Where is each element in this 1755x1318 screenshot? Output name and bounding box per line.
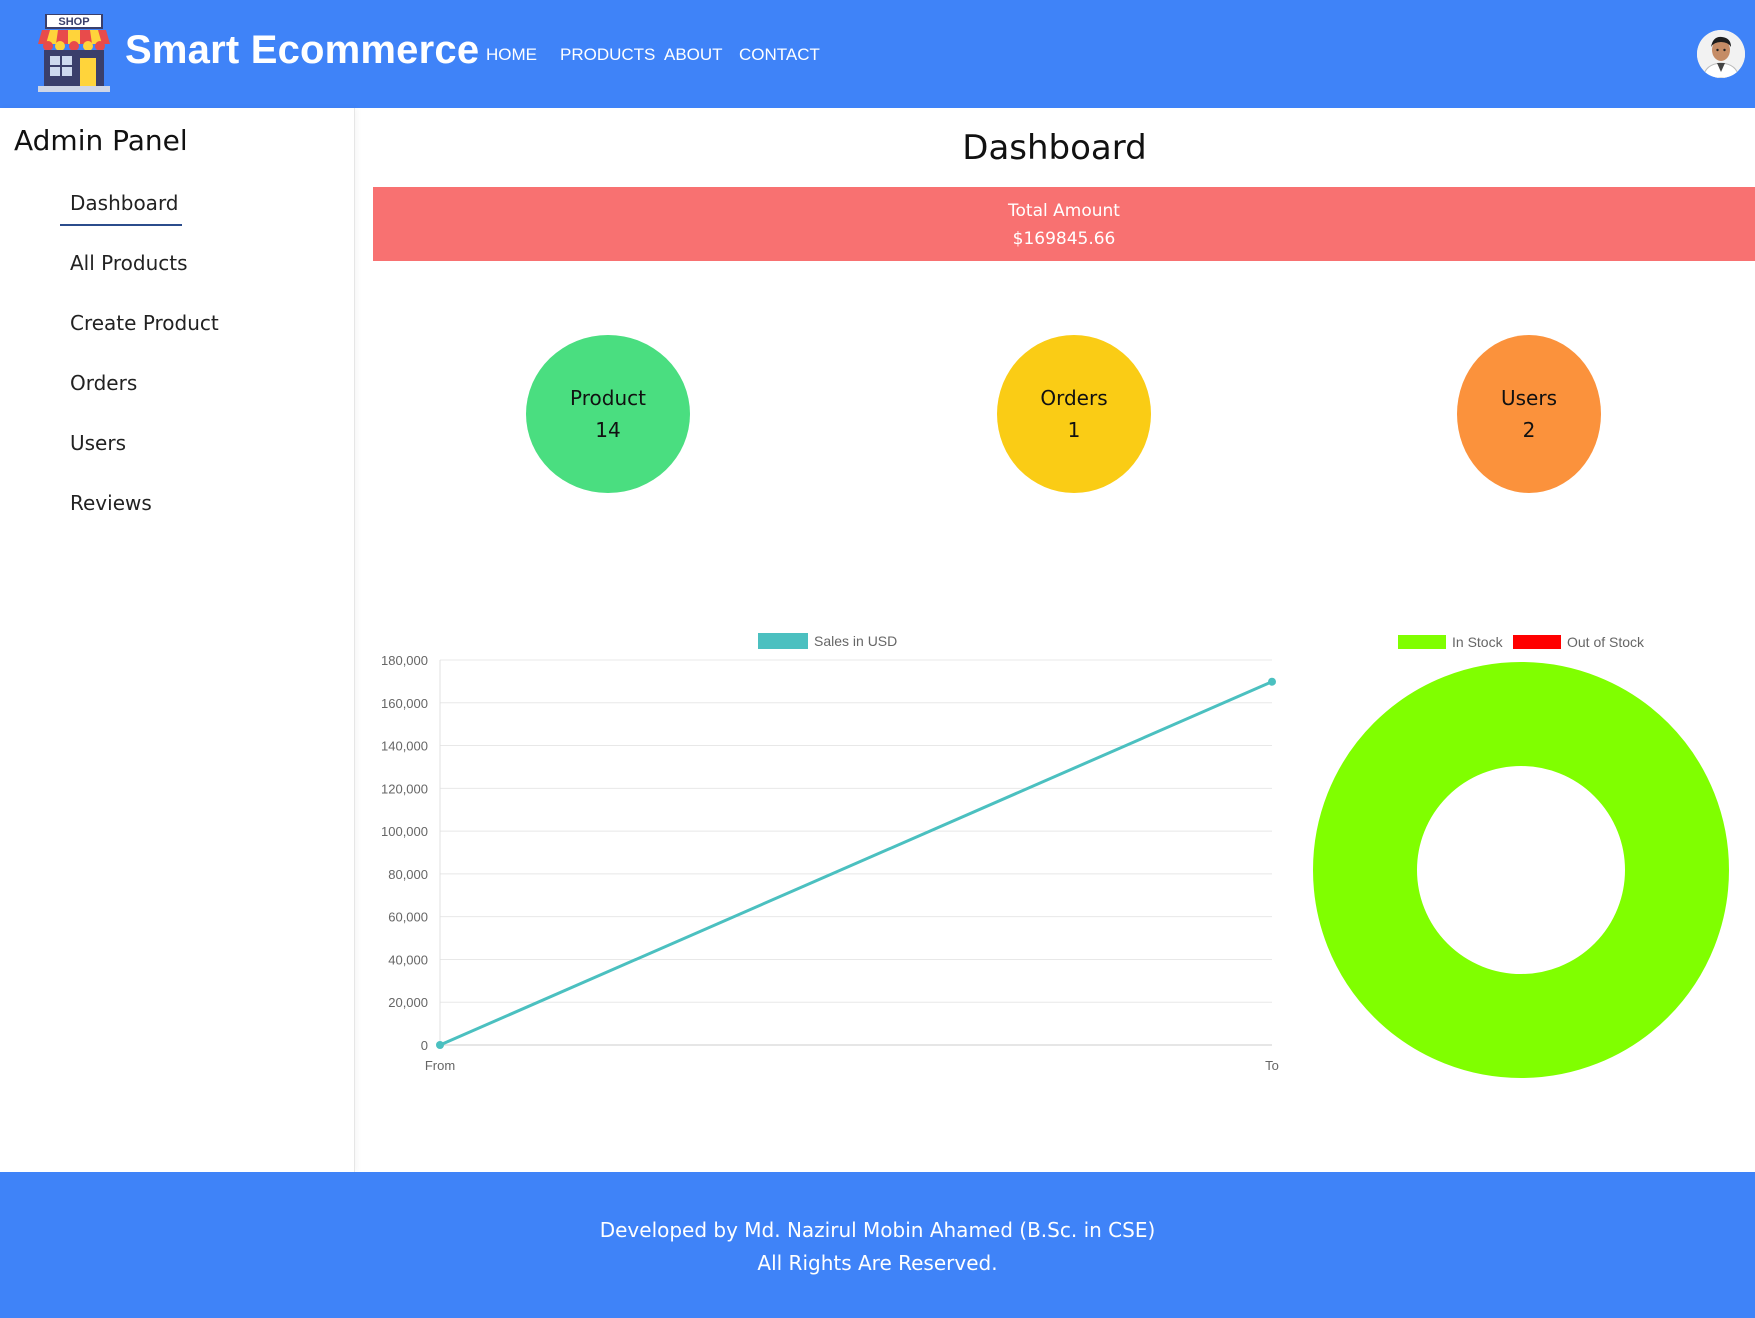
page-footer: Developed by Md. Nazirul Mobin Ahamed (B… [0,1172,1755,1318]
sidebar-item-create-product[interactable]: Create Product [70,311,219,335]
sidebar-item-dashboard[interactable]: Dashboard [70,191,179,215]
stat-value: 2 [1522,418,1536,442]
legend-swatch-in-stock [1398,635,1446,649]
nav-home[interactable]: HOME [486,45,537,64]
users-count-circle[interactable]: Users 2 [1457,335,1601,493]
legend-swatch-sales [758,633,808,649]
stat-value: 1 [1067,418,1081,442]
total-amount-banner: Total Amount $169845.66 [373,187,1755,261]
active-item-underline [60,224,182,226]
orders-count-circle[interactable]: Orders 1 [997,335,1151,493]
doughnut-slice-in-stock[interactable] [1313,662,1729,1078]
legend-label-out-of-stock: Out of Stock [1567,634,1645,650]
line-chart-x-axis: From To [425,1058,1279,1073]
y-tick-label: 160,000 [381,696,428,711]
sidebar-item-all-products[interactable]: All Products [70,251,188,275]
legend-label-in-stock: In Stock [1452,634,1504,650]
nav-products[interactable]: PRODUCTS [560,45,656,64]
y-tick-label: 80,000 [388,867,428,882]
sidebar-item-orders[interactable]: Orders [70,371,138,395]
admin-sidebar: Admin Panel Dashboard All Products Creat… [0,108,355,1172]
y-tick-label: 0 [421,1038,428,1053]
line-chart-series [436,677,1276,1049]
stock-doughnut-chart: In Stock Out of Stock [1313,634,1729,1078]
page-title: Dashboard [962,128,1147,168]
y-tick-label: 100,000 [381,824,428,839]
footer-rights: All Rights Are Reserved. [757,1251,998,1275]
line-chart-legend[interactable]: Sales in USD [758,633,897,649]
brand-title[interactable]: Smart Ecommerce [125,28,480,72]
doughnut-legend[interactable]: In Stock Out of Stock [1398,634,1645,650]
y-tick-label: 40,000 [388,952,428,967]
y-tick-label: 20,000 [388,995,428,1010]
product-count-circle[interactable]: Product 14 [526,335,690,493]
y-tick-label: 180,000 [381,653,428,668]
line-chart-y-axis: 0 20,000 40,000 60,000 80,000 100,000 120,000 1… [381,653,428,1053]
sidebar-title: Admin Panel [14,124,188,157]
legend-swatch-out-of-stock [1513,635,1561,649]
line-chart-grid [439,659,1272,1046]
x-tick-label: From [425,1058,455,1073]
data-point[interactable] [436,1041,444,1049]
footer-credit: Developed by Md. Nazirul Mobin Ahamed (B… [599,1218,1156,1242]
doughnut-slices [1313,662,1729,1078]
shop-logo-icon[interactable]: SHOP [38,14,110,92]
total-amount-value: $169845.66 [1012,229,1116,249]
stat-label: Product [570,386,646,410]
data-point[interactable] [1268,677,1276,686]
stat-value: 14 [595,418,621,442]
stat-label: Users [1500,386,1557,410]
logo-text: SHOP [58,16,89,28]
nav-about[interactable]: ABOUT [664,45,723,64]
sidebar-item-users[interactable]: Users [70,431,127,455]
user-avatar[interactable] [1697,30,1745,78]
series-line-sales [439,680,1273,1047]
total-amount-label: Total Amount [1008,201,1120,221]
x-tick-label: To [1265,1058,1279,1073]
y-tick-label: 120,000 [381,781,428,796]
y-tick-label: 60,000 [388,910,428,925]
nav-contact[interactable]: CONTACT [739,45,820,64]
y-tick-label: 140,000 [381,739,428,754]
sales-line-chart: Sales in USD 0 20,000 40,000 60,000 80,000 10… [381,633,1279,1073]
top-navbar: SHOP Smart Ecommerce HOME PRODUCTS ABOUT… [0,0,1755,108]
legend-label-sales: Sales in USD [814,633,897,649]
sidebar-item-reviews[interactable]: Reviews [70,491,152,515]
user-avatar-icon [1697,30,1745,78]
stat-label: Orders [1040,386,1108,410]
